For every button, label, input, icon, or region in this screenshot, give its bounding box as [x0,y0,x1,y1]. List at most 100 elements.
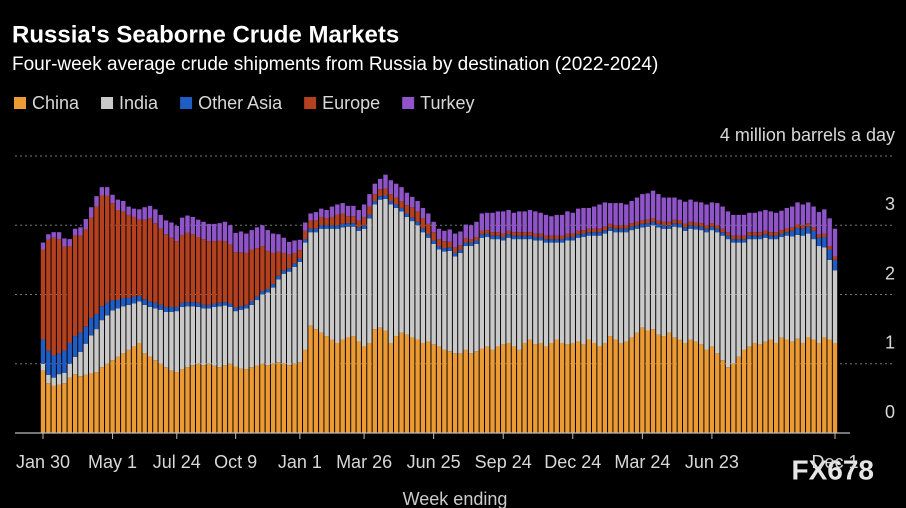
bar-segment [201,308,206,366]
bar-segment [757,235,763,240]
bar-segment [613,225,618,229]
bar-segment [613,228,618,233]
bar-segment [217,240,222,303]
bar-segment [538,212,543,234]
bar-segment [147,218,153,302]
bar-segment [179,302,185,307]
bar-segment [238,306,244,310]
bar-segment [806,337,811,433]
bar-segment [586,235,592,340]
bar-segment [677,199,683,221]
bar-segment [67,239,72,247]
bar-segment [506,237,511,343]
x-tick-label: Oct 9 [214,452,257,472]
bar-segment [206,241,212,305]
bar-segment [105,315,110,364]
bar-segment [501,211,506,234]
bar-segment [276,279,281,363]
bar-segment [72,235,78,337]
bar-segment [763,210,768,231]
bar-segment [704,204,709,226]
bar-segment [575,237,581,342]
bar-segment [725,367,731,433]
bar-segment [832,259,838,271]
bar-segment [329,216,335,226]
bar-segment [249,367,254,433]
bar-segment [763,230,768,235]
bar-segment [559,342,565,433]
bar-segment [538,342,543,433]
legend-swatch [101,97,114,109]
bar-segment [624,225,629,229]
bar-segment [789,236,795,342]
bar-segment [270,284,276,288]
bar-segment [591,206,597,229]
bar-segment [666,225,672,229]
bar-segment [447,241,452,248]
bar-segment [126,349,131,433]
bar-segment [137,342,142,433]
bar-segment [731,363,736,433]
bar-segment [393,183,399,198]
bar-segment [634,197,640,222]
bar-segment [650,329,656,433]
bar-segment [169,222,174,238]
bar-segment [693,341,699,433]
bar-segment [517,235,522,240]
bar-segment [67,342,72,364]
bar-segment [693,222,699,226]
bar-segment [356,341,361,433]
bar-segment [827,218,832,247]
bar-segment [367,194,372,207]
bar-segment [495,346,501,433]
bar-segment [688,228,693,340]
bar-segment [602,233,608,343]
bar-segment [388,201,394,205]
bar-segment [222,305,228,366]
bar-segment [131,346,137,433]
bar-segment [720,206,725,229]
bar-segment [800,235,806,343]
bar-segment [565,240,570,345]
bar-segment [185,215,190,233]
bar-segment [404,216,410,335]
bar-segment [827,249,832,260]
bar-segment [308,325,313,433]
bar-segment [656,220,661,224]
bar-segment [699,230,704,345]
bar-segment [747,235,752,240]
bar-segment [479,348,485,433]
bar-segment [468,239,474,243]
bar-segment [484,230,490,234]
bar-segment [458,249,463,253]
bar-segment [511,212,517,233]
bar-segment [806,233,811,338]
bar-segment [832,256,838,260]
bar-segment [83,374,89,433]
bar-segment [228,244,233,304]
bar-segment [281,270,287,274]
bar-segment [415,211,420,222]
bar-segment [115,308,121,357]
bar-segment [591,232,597,236]
bar-segment [286,365,292,433]
legend-swatch [14,97,26,109]
bar-segment [415,201,420,212]
bar-segment [581,230,586,234]
bar-segment [201,221,206,240]
bar-segment [372,329,377,433]
bar-segment [163,311,169,368]
bar-segment [789,341,795,433]
legend-label: Europe [322,93,380,113]
bar-segment [715,232,720,354]
bar-segment [650,218,656,222]
bar-segment [747,346,752,433]
bar-segment [228,225,233,245]
bar-segment [179,306,185,370]
bar-segment [436,346,442,433]
bar-segment [522,235,527,240]
bar-segment [554,214,559,236]
bar-segment [83,326,89,344]
bar-segment [158,304,163,310]
bar-segment [51,237,56,356]
